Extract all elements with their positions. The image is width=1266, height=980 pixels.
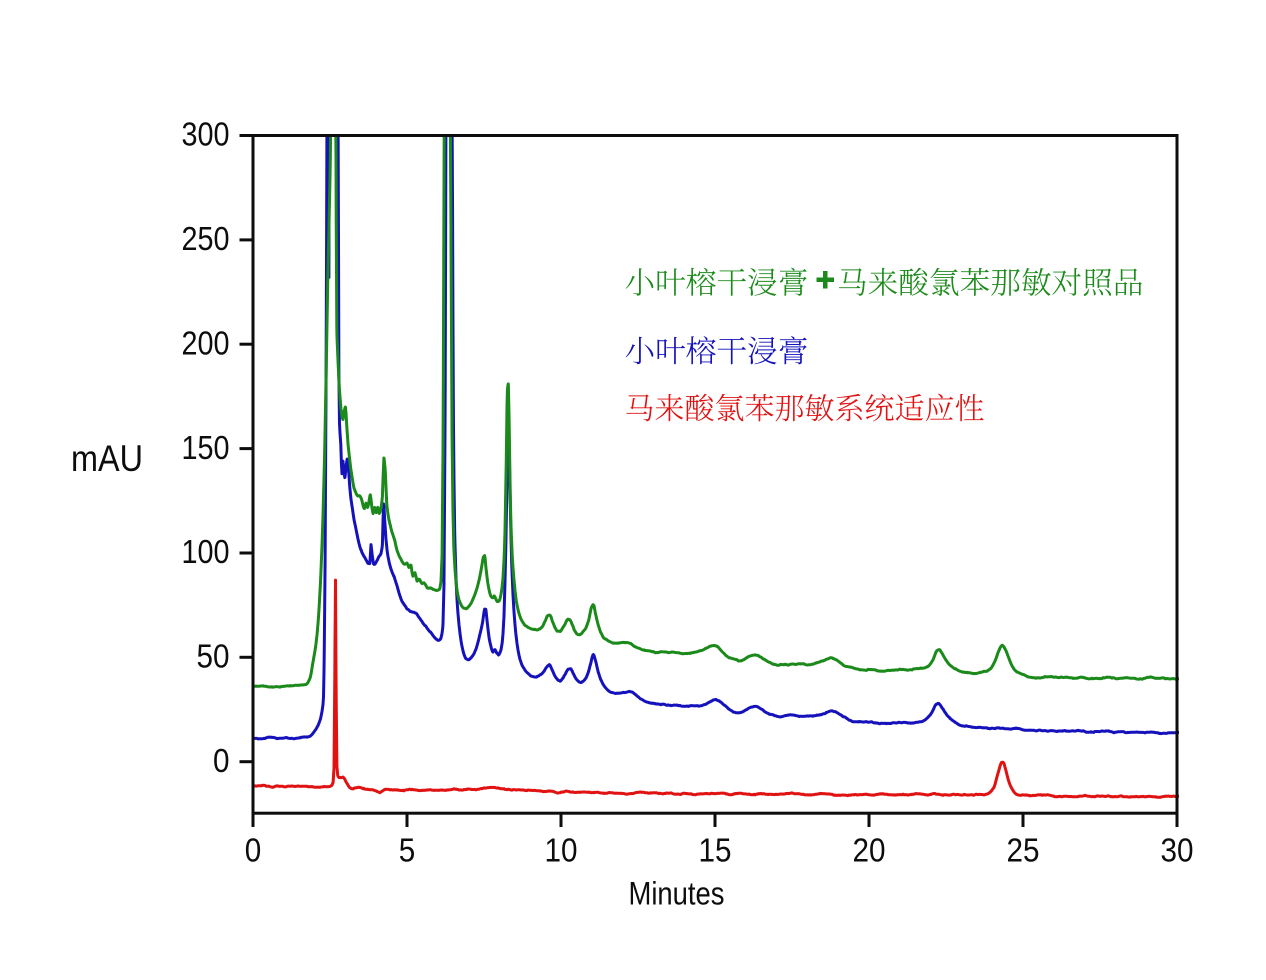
svg-text:mAU: mAU	[71, 438, 143, 479]
svg-text:0: 0	[213, 742, 230, 779]
svg-text:Minutes: Minutes	[629, 875, 725, 911]
svg-text:200: 200	[182, 324, 230, 361]
svg-text:0: 0	[245, 831, 262, 868]
svg-text:20: 20	[853, 831, 886, 868]
svg-text:30: 30	[1161, 831, 1194, 868]
svg-text:150: 150	[182, 429, 230, 466]
svg-text:15: 15	[699, 831, 732, 868]
svg-text:5: 5	[399, 831, 416, 868]
svg-text:300: 300	[182, 116, 230, 153]
svg-text:250: 250	[182, 220, 230, 257]
svg-text:10: 10	[545, 831, 578, 868]
svg-text:25: 25	[1007, 831, 1040, 868]
svg-text:100: 100	[182, 533, 230, 570]
svg-text:50: 50	[197, 638, 230, 675]
